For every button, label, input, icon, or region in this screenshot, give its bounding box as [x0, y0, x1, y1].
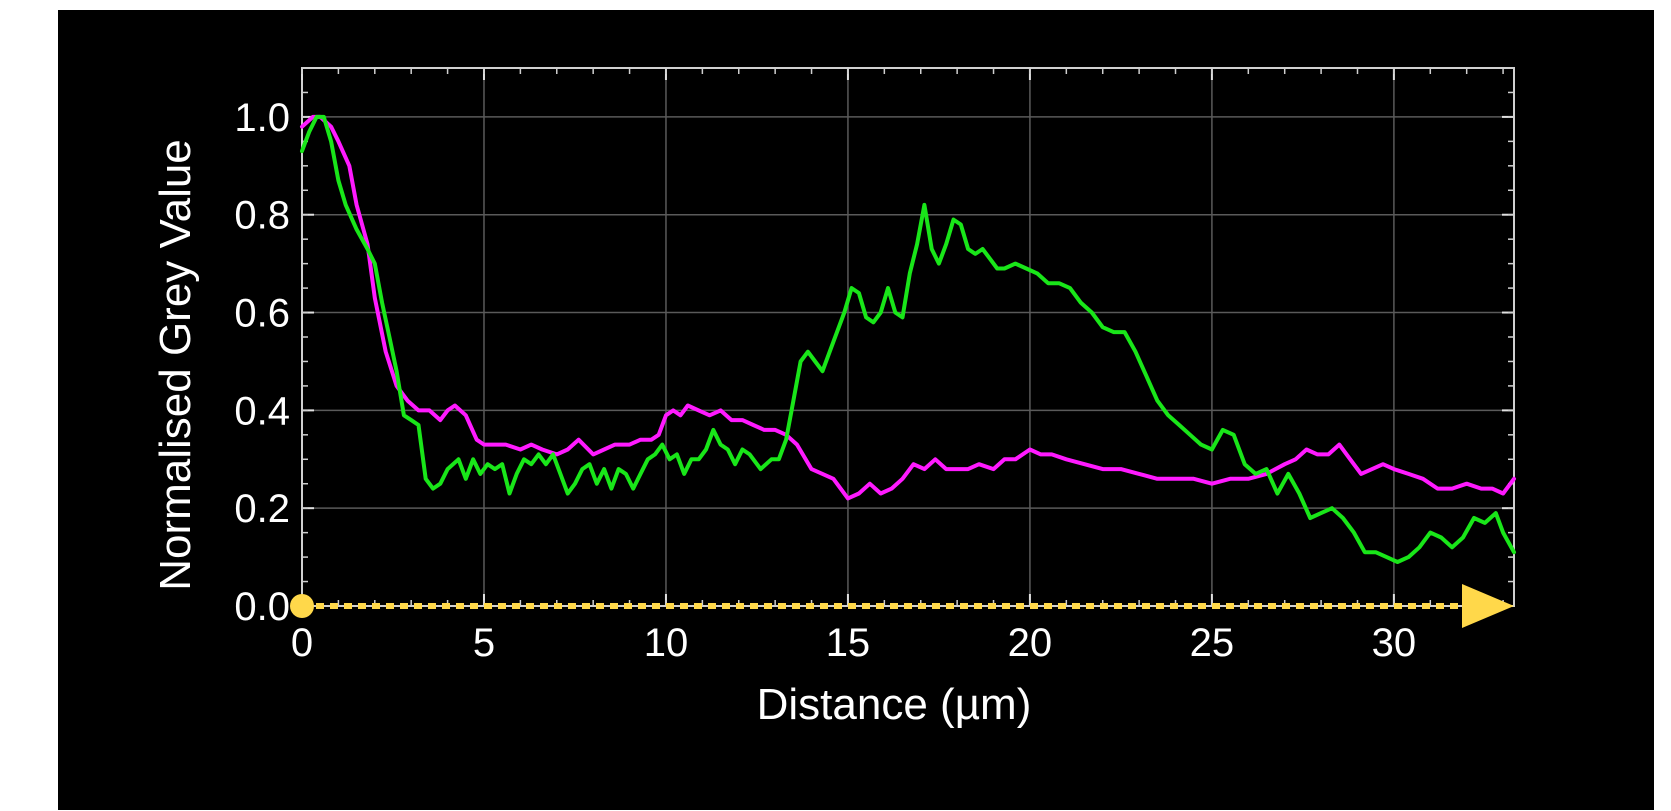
y-tick-labels: 0.0 0.2 0.4 0.6 0.8 1.0: [234, 96, 290, 629]
grid-lines: [301, 68, 1514, 607]
profile-marker: [290, 584, 1514, 628]
x-tick-label: 25: [1190, 621, 1235, 665]
x-tick-label: 10: [644, 621, 689, 665]
series-lines: [300, 114, 1516, 564]
y-tick-label: 0.4: [234, 389, 290, 433]
x-tick-label: 20: [1008, 621, 1053, 665]
y-axis-title: Normalised Grey Value: [151, 139, 200, 591]
chart-svg: 0.0 0.2 0.4 0.6 0.8 1.0 0 5 10 15 20 25 30 Distance…: [151, 67, 1516, 729]
series-line-1: [300, 114, 1516, 501]
x-tick-label: 30: [1372, 621, 1417, 665]
profile-start-dot: [290, 594, 314, 618]
x-tick-label: 5: [473, 621, 495, 665]
line-profile-chart: 0.0 0.2 0.4 0.6 0.8 1.0 0 5 10 15 20 25 30 Distance…: [58, 10, 1654, 810]
series-line-2: [300, 114, 1516, 564]
x-axis-title: Distance (µm): [757, 680, 1032, 729]
x-tick-labels: 0 5 10 15 20 25 30: [291, 621, 1416, 665]
y-tick-label: 0.8: [234, 194, 290, 238]
y-tick-label: 0.0: [234, 585, 290, 629]
y-tick-label: 1.0: [234, 96, 290, 140]
y-tick-label: 0.2: [234, 487, 290, 531]
profile-arrowhead: [1462, 584, 1514, 628]
y-tick-label: 0.6: [234, 292, 290, 336]
x-tick-label: 15: [826, 621, 871, 665]
x-tick-label: 0: [291, 621, 313, 665]
